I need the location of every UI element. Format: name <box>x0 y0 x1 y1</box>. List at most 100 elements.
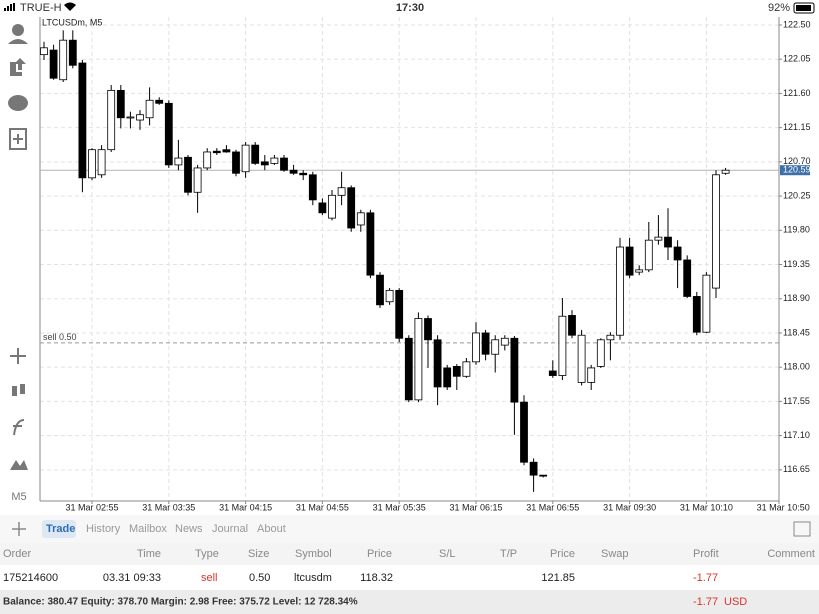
x-tick-label: 31 Mar 05:35 <box>373 502 426 512</box>
candle-body <box>721 169 730 174</box>
candle-body <box>702 274 711 333</box>
candle-body <box>337 187 346 196</box>
candle-body <box>241 144 250 173</box>
candle-body <box>404 337 413 401</box>
new-order-icon[interactable] <box>13 134 23 144</box>
candle-body <box>40 47 48 56</box>
tab[interactable]: Trade <box>46 523 75 535</box>
candle-body <box>491 339 500 355</box>
candle-body <box>88 149 96 179</box>
y-tick-label: 121.15 <box>783 122 811 132</box>
y-tick-label: 119.80 <box>783 225 810 235</box>
candle-body <box>625 246 634 276</box>
candle-body <box>164 102 173 166</box>
column-header: Price <box>550 548 575 560</box>
account-summary: Balance: 380.47 Equity: 378.70 Margin: 2… <box>3 597 358 608</box>
candle-body <box>126 116 135 119</box>
column-header: Time <box>137 548 161 560</box>
add-button[interactable] <box>12 522 26 536</box>
candle-body <box>644 239 653 271</box>
table-cell[interactable]: -1.77 <box>693 572 718 584</box>
tab[interactable]: History <box>86 523 121 535</box>
table-cell[interactable]: 121.85 <box>541 572 575 584</box>
signal-bar <box>4 8 6 11</box>
candle-body <box>395 289 404 339</box>
objects-icon[interactable] <box>10 460 28 470</box>
candle-body <box>424 318 432 341</box>
candle-body <box>577 334 586 383</box>
table-cell[interactable]: sell <box>201 572 218 584</box>
tab[interactable]: News <box>175 523 203 535</box>
candle-body <box>606 334 615 341</box>
table-cell[interactable]: 0.50 <box>249 572 270 584</box>
candle-body <box>78 62 87 179</box>
candle-body <box>529 461 538 476</box>
left-toolbar: M5 <box>8 24 28 503</box>
trade-icon[interactable] <box>10 58 26 76</box>
candle-body <box>280 157 288 171</box>
account-icon[interactable] <box>12 24 24 36</box>
candle-body <box>673 246 682 261</box>
candle-body <box>683 259 692 297</box>
indicators-icon[interactable] <box>13 419 25 436</box>
candle-body <box>212 150 221 154</box>
table-cell[interactable]: ltcusdm <box>294 572 332 584</box>
candle-body <box>145 99 154 119</box>
y-tick-label: 117.10 <box>783 430 810 440</box>
signal-bar <box>10 4 12 11</box>
candle-body <box>443 367 452 388</box>
account-icon[interactable] <box>8 39 28 44</box>
table-cell[interactable]: 175214600 <box>3 572 58 584</box>
new-order-icon[interactable] <box>9 128 27 150</box>
candle-body <box>232 151 240 174</box>
candle-body <box>366 212 375 276</box>
tab[interactable]: About <box>257 523 286 535</box>
price-tag <box>780 165 810 176</box>
signal-bar <box>7 6 9 11</box>
chart-type-icon[interactable] <box>20 384 25 394</box>
column-header: Swap <box>601 548 629 560</box>
candle-body <box>452 366 461 377</box>
candle-body <box>500 337 509 346</box>
y-tick-label: 122.50 <box>783 19 811 29</box>
total-profit: -1.77 <box>693 596 718 608</box>
x-tick-label: 31 Mar 04:15 <box>219 502 272 512</box>
battery-fill <box>796 5 811 11</box>
timeframe-button[interactable]: M5 <box>11 491 26 503</box>
candle-body <box>328 194 336 219</box>
layout-button[interactable] <box>793 521 811 537</box>
y-tick-label: 118.00 <box>783 362 810 372</box>
candle-body <box>49 49 58 79</box>
candle-body <box>155 99 164 104</box>
column-header: Profit <box>693 548 719 560</box>
chart-type-icon[interactable] <box>12 386 17 396</box>
candle-body <box>654 236 663 241</box>
table-header-bg <box>0 543 819 565</box>
candle-body <box>299 172 308 176</box>
tab[interactable]: Journal <box>212 523 248 535</box>
y-tick-label: 116.65 <box>783 464 810 474</box>
x-tick-label: 31 Mar 10:50 <box>757 502 810 512</box>
candle-body <box>203 151 212 169</box>
candle-body <box>116 89 125 119</box>
carrier: TRUE-H <box>20 2 62 14</box>
column-header: Comment <box>767 548 815 560</box>
column-header: S/L <box>439 548 456 560</box>
candle-body <box>462 361 471 377</box>
x-tick-label: 31 Mar 10:10 <box>680 502 733 512</box>
table-cell[interactable]: 118.32 <box>360 572 393 584</box>
column-header: Size <box>248 548 269 560</box>
candle-body <box>692 296 701 333</box>
symbol-label: LTCUSDm, M5 <box>42 17 102 27</box>
candle-body <box>107 89 116 151</box>
candle-body <box>222 149 231 153</box>
candle-body <box>712 174 720 289</box>
crosshair-icon[interactable] <box>10 348 26 364</box>
x-tick-label: 31 Mar 03:35 <box>142 502 195 512</box>
table-cell[interactable]: 03.31 09:33 <box>103 572 161 584</box>
tab[interactable]: Mailbox <box>129 523 167 535</box>
chat-icon[interactable] <box>8 95 28 111</box>
candle-body <box>193 167 202 193</box>
